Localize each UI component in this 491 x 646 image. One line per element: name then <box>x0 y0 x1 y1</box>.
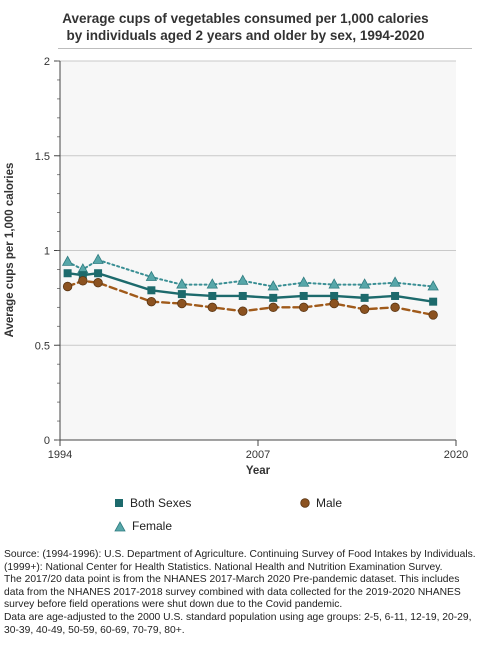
source-line: 30-39, 40-49, 50-59, 60-69, 70-79, 80+. <box>4 624 185 636</box>
data-point-both-sexes <box>238 291 247 300</box>
x-tick-label: 2020 <box>444 449 468 461</box>
source-line: Source: (1994-1996): U.S. Department of … <box>4 549 476 560</box>
data-point-female <box>145 270 158 281</box>
y-tick-label: 2 <box>44 56 50 68</box>
data-point-both-sexes <box>78 271 87 280</box>
data-point-female <box>267 280 279 291</box>
gridlines <box>60 60 456 346</box>
x-tick-label: 1994 <box>48 449 72 461</box>
legend-male-label: Male <box>316 496 343 510</box>
legend-both-sexes-label: Both Sexes <box>130 496 192 510</box>
legend-female-label: Female <box>132 519 173 533</box>
data-point-both-sexes <box>94 269 103 278</box>
data-point-both-sexes <box>177 290 186 299</box>
source-line: (1999+): National Center for Health Stat… <box>4 561 443 573</box>
y-tick-label: 0 <box>44 435 50 447</box>
data-point-both-sexes <box>391 291 400 300</box>
source-note: Source: (1994-1996): U.S. Department of … <box>4 549 489 637</box>
data-point-female <box>61 255 74 266</box>
line-chart: 0 0.5 1 1.5 2 1994 2007 2020 Average cups per 1… <box>4 56 469 477</box>
legend-male[interactable]: Male <box>300 496 342 510</box>
data-point-female <box>389 276 401 287</box>
chart-title-line-2: by individuals aged 2 years and older by… <box>66 28 425 43</box>
x-tick-label: 2007 <box>246 449 270 461</box>
triangle-marker-icon <box>114 520 126 531</box>
data-point-both-sexes <box>63 269 72 278</box>
chart-title: Average cups of vegetables consumed per … <box>0 10 491 44</box>
data-point-female <box>206 278 218 289</box>
circle-marker-icon <box>300 498 310 508</box>
source-line: The 2017/20 data point is from the NHANE… <box>4 574 460 586</box>
data-point-female <box>328 278 340 289</box>
source-line: Data are age-adjusted to the 2000 U.S. s… <box>4 611 472 623</box>
data-point-female <box>237 274 249 285</box>
data-point-female <box>298 276 310 287</box>
legend-both-sexes[interactable]: Both Sexes <box>114 496 191 510</box>
data-point-male <box>428 310 438 320</box>
data-point-both-sexes <box>269 293 278 302</box>
data-point-both-sexes <box>429 297 438 306</box>
square-marker-icon <box>115 499 123 507</box>
data-point-both-sexes <box>360 293 369 302</box>
data-point-male <box>268 302 278 313</box>
data-point-male <box>78 276 88 286</box>
source-line: data from the NHANES 2017-2018 survey co… <box>4 586 461 598</box>
data-point-both-sexes <box>299 291 308 300</box>
data-point-both-sexes <box>147 286 156 295</box>
series-group <box>61 253 439 320</box>
title-divider <box>58 48 472 49</box>
data-point-female <box>176 278 188 289</box>
data-point-male <box>238 306 248 316</box>
x-axis-label: Year <box>246 465 271 477</box>
y-axis-label: Average cups per 1,000 calories <box>4 163 16 338</box>
data-point-female <box>92 253 104 264</box>
data-point-male <box>207 302 218 313</box>
data-point-female <box>358 278 371 289</box>
chart-title-line-1: Average cups of vegetables consumed per … <box>62 11 429 26</box>
data-point-male <box>298 302 309 313</box>
data-point-male <box>146 296 157 307</box>
data-point-both-sexes <box>330 291 339 300</box>
data-point-male <box>62 281 73 292</box>
data-point-male <box>93 278 103 288</box>
y-tick-label: 0.5 <box>35 340 50 352</box>
y-tick-label: 1.5 <box>35 151 50 163</box>
data-point-female <box>427 280 439 291</box>
legend-female[interactable]: Female <box>114 519 172 533</box>
data-point-male <box>177 298 187 309</box>
axes: 0 0.5 1 1.5 2 1994 2007 2020 <box>35 56 469 461</box>
y-tick-label: 1 <box>44 246 50 258</box>
data-point-male <box>390 302 400 313</box>
data-point-male <box>329 298 339 309</box>
source-line: survey before field operations were shut… <box>4 599 343 611</box>
data-point-both-sexes <box>208 291 217 300</box>
data-point-male <box>359 304 370 314</box>
